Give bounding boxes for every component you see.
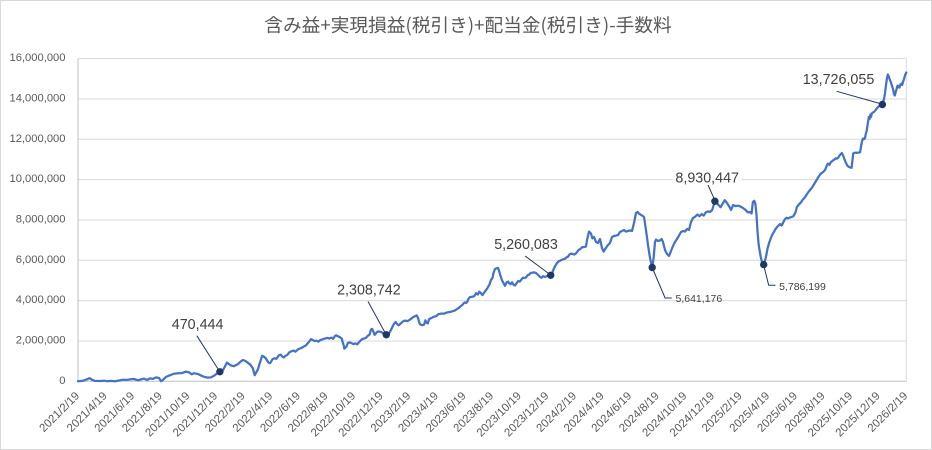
svg-text:13,726,055: 13,726,055 <box>803 72 875 88</box>
svg-text:5,641,176: 5,641,176 <box>676 293 723 305</box>
svg-text:4,000,000: 4,000,000 <box>16 294 66 306</box>
svg-text:2,000,000: 2,000,000 <box>16 335 66 347</box>
svg-text:6,000,000: 6,000,000 <box>16 254 66 266</box>
svg-text:0: 0 <box>59 375 65 387</box>
svg-text:5,786,199: 5,786,199 <box>779 281 826 293</box>
svg-text:2,308,742: 2,308,742 <box>337 282 401 298</box>
svg-text:14,000,000: 14,000,000 <box>10 93 66 105</box>
svg-text:8,000,000: 8,000,000 <box>16 214 66 226</box>
svg-text:10,000,000: 10,000,000 <box>10 173 66 185</box>
svg-text:5,260,083: 5,260,083 <box>494 237 558 253</box>
svg-text:12,000,000: 12,000,000 <box>10 133 66 145</box>
svg-text:8,930,447: 8,930,447 <box>675 170 739 186</box>
svg-text:16,000,000: 16,000,000 <box>10 52 66 64</box>
svg-text:470,444: 470,444 <box>172 317 224 333</box>
